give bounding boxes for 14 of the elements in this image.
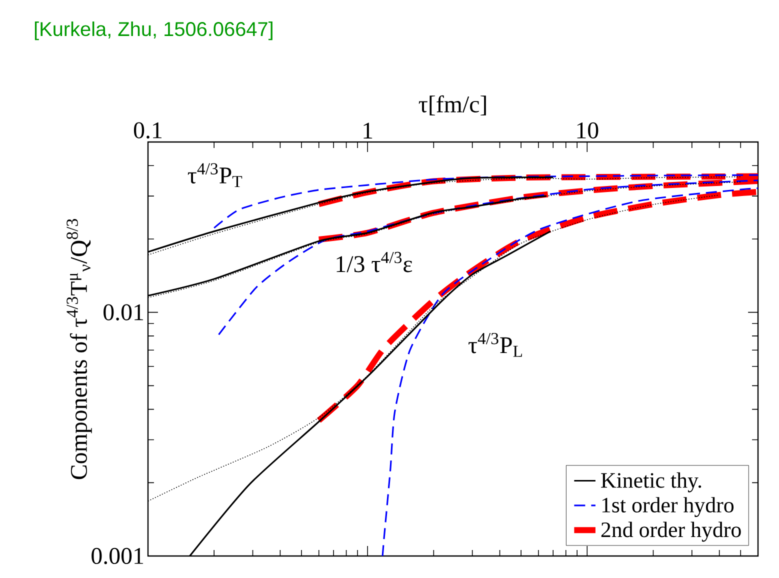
annotation: τ$^{4/3}$P$_{L}$ <box>468 332 522 357</box>
x-tick-label: 0.1 <box>134 122 162 138</box>
annotation: 1/3 τ$^{4/3}$ε <box>336 252 412 272</box>
legend-label: 1st order hydro <box>602 497 734 518</box>
x-tick-label: 10 <box>577 122 598 138</box>
y-tick-label: 0.001 <box>92 548 144 564</box>
x-tick-label: 1 <box>364 122 372 138</box>
legend-label: 2nd order hydro <box>601 522 741 542</box>
y-axis-title: Components of τ$^{4/3}$T$^{μ}$$_{ν}$/Q$^{8/3}$ <box>66 219 92 480</box>
text: [Kurkela, Zhu, 1506.06647] <box>34 22 272 40</box>
annotation: τ$^{4/3}$P$_{T}$ <box>188 163 242 188</box>
y-tick-label: 0.01 <box>104 304 144 320</box>
legend-label: Kinetic thy. <box>601 472 702 492</box>
x-axis-title: τ[fm/c] <box>418 95 486 116</box>
